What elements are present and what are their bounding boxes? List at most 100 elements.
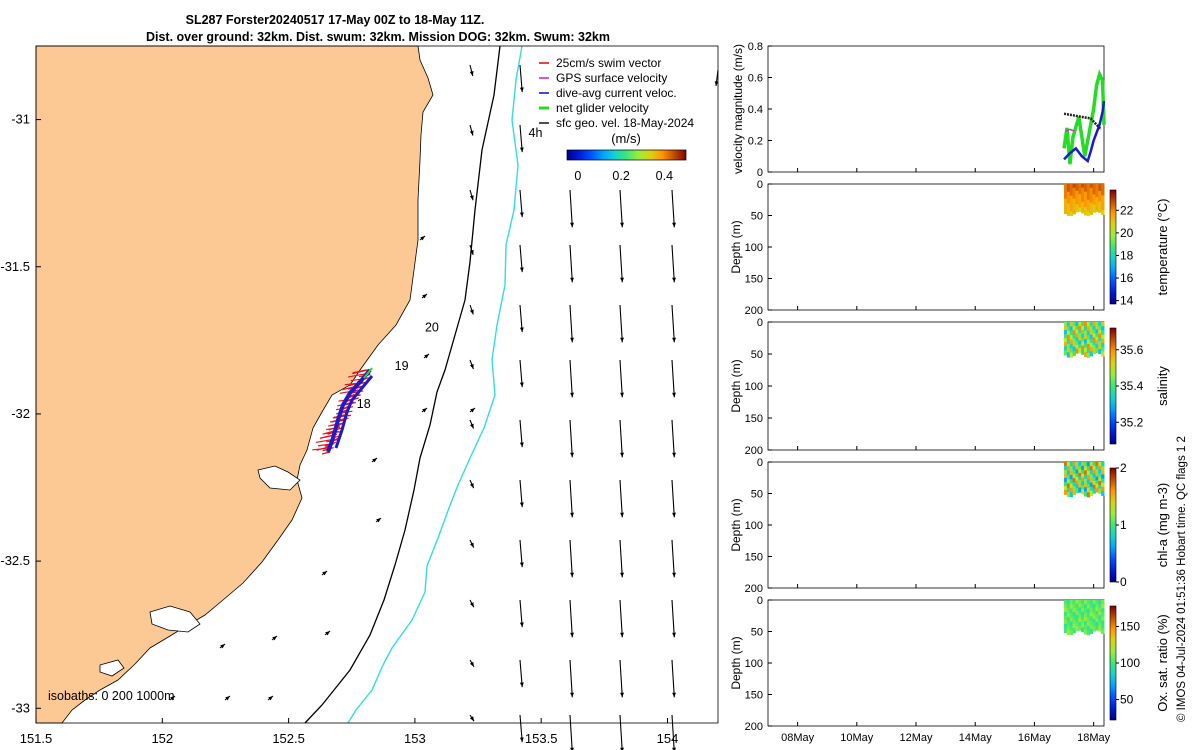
profile-data-cell: [1081, 627, 1085, 633]
map-annotation: 19: [395, 359, 409, 373]
profile-data-cell: [1098, 333, 1102, 339]
profile-data-cell: [1098, 626, 1102, 632]
profile-data-cell: [1064, 481, 1068, 487]
y-tick-label: -31: [11, 112, 30, 127]
sfc-vel-arrow: [671, 189, 675, 228]
sfc-vel-arrow-head: [620, 392, 624, 398]
swim-vector: [315, 438, 333, 444]
profile-data-cell: [1081, 191, 1085, 196]
profile-data-cell: [1098, 341, 1102, 347]
profile-data-cell: [1066, 335, 1071, 341]
profile-data-cell: [1078, 469, 1082, 475]
depth-tick-label: 200: [745, 445, 763, 457]
profile-data-cell: [1086, 492, 1091, 498]
profile-variable-label: chl-a (mg m-3): [1155, 483, 1170, 568]
sfc-vel-arrow-head: [470, 408, 475, 413]
profile-data-cell: [1092, 208, 1096, 213]
profile-data-cell: [1101, 608, 1105, 614]
lake-shape: [257, 465, 301, 491]
profile-data-cell: [1089, 195, 1094, 200]
profile-data-cell: [1089, 628, 1094, 634]
profile-data-cell: [1072, 478, 1076, 484]
profile-data-cell: [1066, 199, 1071, 205]
profile-data-cell: [1089, 351, 1094, 357]
depth-tick-label: 150: [745, 690, 763, 702]
profile-data-cell: [1066, 191, 1071, 197]
profile-data-cell: [1092, 345, 1096, 351]
profile-variable-label: Ox. sat. ratio (%): [1155, 614, 1170, 712]
profile-data-cell: [1069, 487, 1074, 493]
profile-data-cell: [1078, 472, 1082, 479]
profile-data-cell: [1101, 334, 1105, 340]
sfc-vel-arrow-head: [620, 222, 624, 228]
profile-data-cell: [1072, 191, 1076, 196]
sfc-vel-arrow-head: [422, 294, 427, 299]
sfc-vel-arrow-head: [519, 147, 524, 153]
profile-data-cell: [1064, 209, 1068, 214]
profile-data-cell: [1101, 462, 1105, 468]
profile-data-cell: [1069, 195, 1074, 201]
legend-entry: GPS surface velocity: [556, 71, 667, 85]
profile-data-cell: [1098, 201, 1102, 206]
figure-title: SL287 Forster20240517 17-May 00Z to 18-M…: [146, 13, 610, 44]
isobath-line: [304, 45, 501, 724]
profile-data-cell: [1095, 190, 1099, 196]
profile-data-cell: [1081, 208, 1085, 214]
profile-data-cell: [1069, 466, 1074, 472]
profile-data-cell: [1084, 487, 1088, 493]
profile-data-cell: [1086, 330, 1091, 336]
profile-data-cell: [1095, 333, 1099, 339]
profile-data-cell: [1081, 603, 1085, 609]
profile-data-cell: [1069, 207, 1074, 213]
sfc-vel-arrow: [671, 659, 675, 698]
profile-data-cell: [1081, 184, 1085, 189]
profile-data-cell: [1072, 620, 1076, 626]
profile-data-cell: [1086, 322, 1091, 328]
profile-data-cell: [1084, 608, 1088, 614]
sfc-vel-arrow: [569, 244, 573, 283]
profile-data-cell: [1078, 610, 1082, 617]
colorbar-tick-label: 1: [1120, 518, 1127, 532]
profile-data-cell: [1066, 187, 1071, 193]
profile-data-cell: [1095, 184, 1099, 189]
map-panel: 4h 20 19 18 isobaths: 0 200 1000m 25cm/s swim…: [0, 45, 719, 750]
profile-data-cell: [1095, 207, 1099, 212]
profile-data-cell: [1066, 621, 1071, 627]
profile-data-cell: [1095, 600, 1099, 606]
depth-ylabel: Depth (m): [729, 359, 743, 412]
sfc-vel-arrow-head: [519, 442, 524, 448]
profile-data-cell: [1089, 474, 1094, 480]
profile-data-cell: [1101, 184, 1105, 189]
profile-data-cell: [1066, 339, 1071, 345]
sfc-vel-arrow-head: [672, 747, 676, 750]
profile-data-cell: [1081, 194, 1085, 200]
y-tick-label: -32.5: [0, 553, 30, 568]
profile-data-cell: [1069, 211, 1074, 216]
sfc-vel-arrow-head: [570, 747, 574, 750]
profile-data-cell: [1086, 483, 1091, 489]
profile-variable-label: temperature (°C): [1155, 199, 1170, 296]
profile-data-cell: [1066, 203, 1071, 209]
profile-data-cell: [1069, 187, 1074, 193]
profile-data-cell: [1078, 200, 1082, 206]
profile-data-cell: [1101, 604, 1105, 610]
profile-data-cell: [1095, 607, 1099, 613]
profile-data-cell: [1069, 474, 1074, 480]
profile-data-cell: [1084, 334, 1088, 340]
profile-data-cell: [1075, 600, 1079, 606]
profile-data-cell: [1101, 624, 1105, 630]
depth-tick-label: 50: [751, 627, 763, 639]
profile-data-cell: [1069, 483, 1074, 489]
profile-data-cell: [1081, 337, 1085, 343]
sfc-vel-arrow-head: [469, 130, 474, 136]
profile-data-cell: [1072, 198, 1076, 204]
profile-data-cell: [1092, 480, 1096, 487]
profile-data-cell: [1066, 330, 1071, 336]
sfc-vel-arrow-head: [220, 644, 225, 649]
profile-data-cell: [1075, 187, 1079, 193]
profile-data-cell: [1064, 205, 1068, 211]
depth-tick-label: 50: [751, 349, 763, 361]
profile-data-cell: [1095, 625, 1099, 631]
sfc-vel-arrow-head: [620, 337, 624, 343]
